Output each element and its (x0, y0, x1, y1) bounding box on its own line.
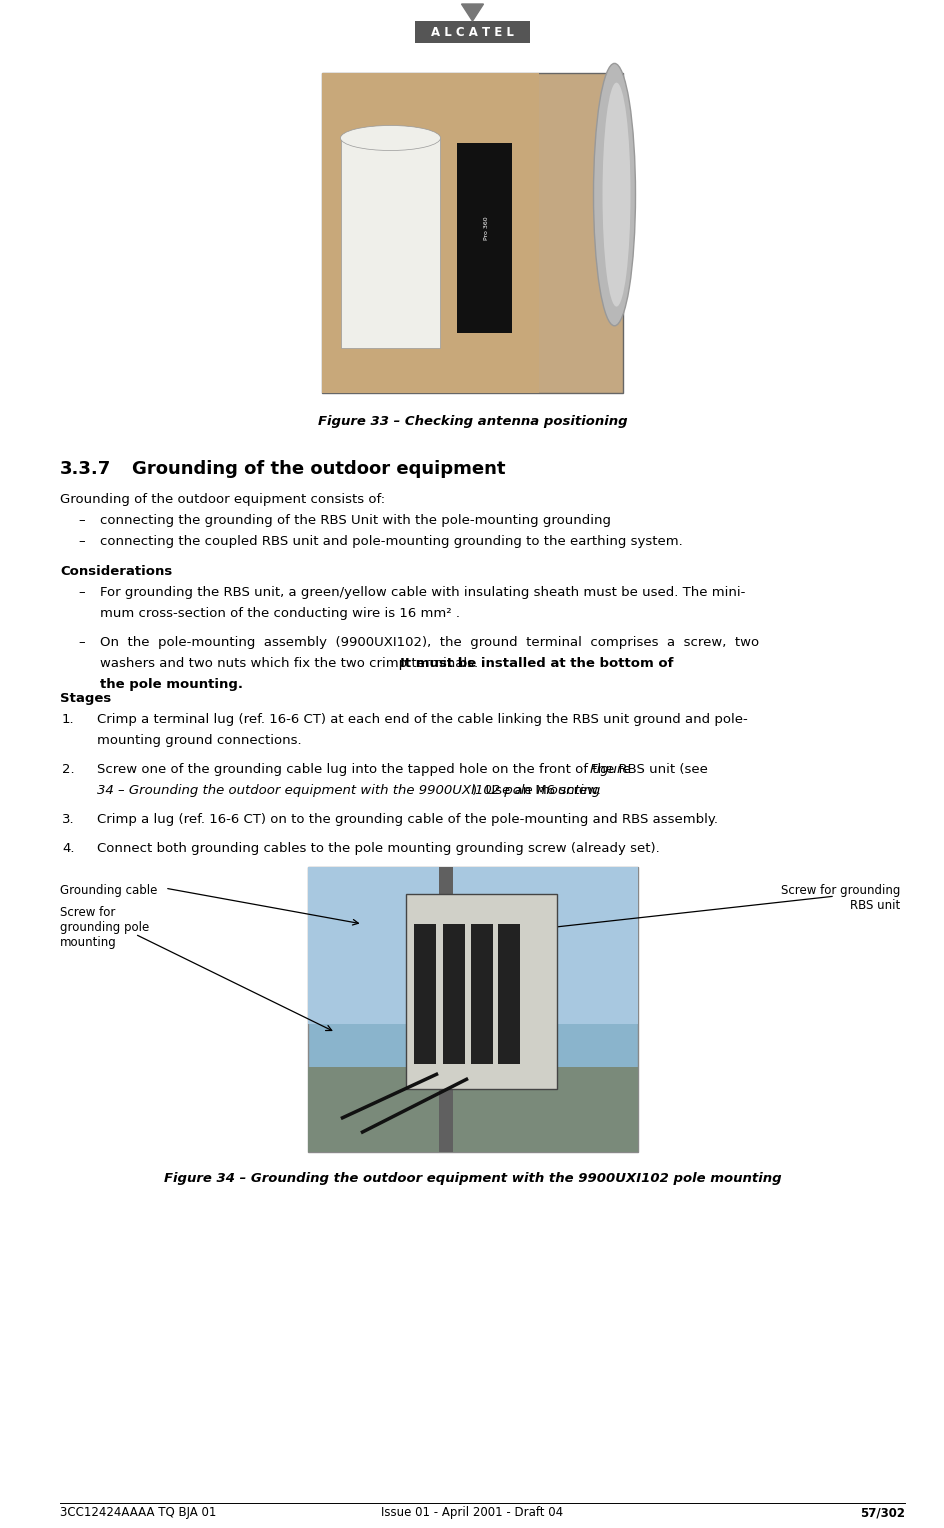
Text: Grounding of the outdoor equipment: Grounding of the outdoor equipment (132, 460, 505, 478)
Text: It must be installed at the bottom of: It must be installed at the bottom of (399, 657, 672, 669)
Text: Stages: Stages (59, 692, 111, 704)
Text: Crimp a lug (ref. 16-6 CT) on to the grounding cable of the pole-mounting and RB: Crimp a lug (ref. 16-6 CT) on to the gro… (97, 813, 717, 827)
Text: –: – (78, 513, 85, 527)
Text: the pole mounting.: the pole mounting. (100, 678, 243, 691)
Text: On  the  pole-mounting  assembly  (9900UXI102),  the  ground  terminal  comprise: On the pole-mounting assembly (9900UXI10… (100, 636, 758, 649)
Ellipse shape (602, 83, 630, 307)
Text: 34 – Grounding the outdoor equipment with the 9900UXI102 pole mounting: 34 – Grounding the outdoor equipment wit… (97, 784, 599, 798)
Bar (307, 866, 637, 1152)
Text: Figure: Figure (588, 762, 631, 776)
Ellipse shape (340, 125, 440, 150)
Text: mounting ground connections.: mounting ground connections. (97, 733, 301, 747)
Bar (340, 138, 440, 348)
Bar (457, 144, 512, 333)
Text: 3.: 3. (62, 813, 75, 827)
Text: Connect both grounding cables to the pole mounting grounding screw (already set): Connect both grounding cables to the pol… (97, 842, 659, 856)
Text: 1.: 1. (62, 714, 75, 726)
Text: Considerations: Considerations (59, 565, 172, 578)
Text: Screw for grounding
RBS unit: Screw for grounding RBS unit (780, 885, 899, 912)
Bar (307, 866, 637, 1024)
Text: 3CC12424AAAA TQ BJA 01: 3CC12424AAAA TQ BJA 01 (59, 1507, 216, 1519)
Text: mum cross-section of the conducting wire is 16 mm² .: mum cross-section of the conducting wire… (100, 607, 460, 620)
Text: 4.: 4. (62, 842, 75, 856)
Text: ). Use an M6 screw.: ). Use an M6 screw. (471, 784, 599, 798)
Bar (442, 924, 464, 1065)
Text: connecting the coupled RBS unit and pole-mounting grounding to the earthing syst: connecting the coupled RBS unit and pole… (100, 535, 682, 549)
Text: –: – (78, 636, 85, 649)
Text: Issue 01 - April 2001 - Draft 04: Issue 01 - April 2001 - Draft 04 (381, 1507, 563, 1519)
Text: Grounding of the outdoor equipment consists of:: Grounding of the outdoor equipment consi… (59, 494, 385, 506)
Bar (498, 924, 520, 1065)
Bar (470, 924, 492, 1065)
Text: Grounding cable: Grounding cable (59, 885, 158, 897)
Bar (414, 21, 530, 43)
Text: washers and two nuts which fix the two crimp terminals.: washers and two nuts which fix the two c… (100, 657, 481, 669)
Bar (322, 73, 538, 393)
Bar (322, 73, 622, 393)
Text: 3.3.7: 3.3.7 (59, 460, 111, 478)
Bar (307, 1067, 637, 1152)
Text: 2.: 2. (62, 762, 75, 776)
Text: Screw one of the grounding cable lug into the tapped hole on the front of the RB: Screw one of the grounding cable lug int… (97, 762, 712, 776)
Text: Figure 33 – Checking antenna positioning: Figure 33 – Checking antenna positioning (317, 416, 627, 428)
Text: For grounding the RBS unit, a green/yellow cable with insulating sheath must be : For grounding the RBS unit, a green/yell… (100, 587, 745, 599)
Text: Screw for
grounding pole
mounting: Screw for grounding pole mounting (59, 906, 149, 949)
Text: A L C A T E L: A L C A T E L (430, 26, 514, 38)
Text: connecting the grounding of the RBS Unit with the pole-mounting grounding: connecting the grounding of the RBS Unit… (100, 513, 611, 527)
Text: Pro 360: Pro 360 (484, 217, 489, 240)
Text: Crimp a terminal lug (ref. 16-6 CT) at each end of the cable linking the RBS uni: Crimp a terminal lug (ref. 16-6 CT) at e… (97, 714, 747, 726)
Bar (439, 866, 452, 1152)
Text: –: – (78, 587, 85, 599)
Ellipse shape (593, 63, 634, 325)
Bar (406, 894, 556, 1089)
Text: –: – (78, 535, 85, 549)
Text: Figure 34 – Grounding the outdoor equipment with the 9900UXI102 pole mounting: Figure 34 – Grounding the outdoor equipm… (163, 1172, 781, 1186)
Polygon shape (461, 5, 483, 21)
Bar (414, 924, 436, 1065)
Text: 57/302: 57/302 (859, 1507, 904, 1519)
